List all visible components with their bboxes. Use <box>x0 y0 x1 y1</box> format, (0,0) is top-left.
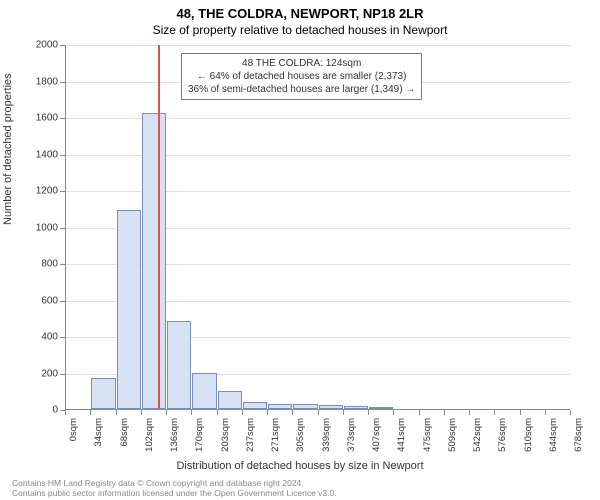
histogram-bar <box>142 113 166 409</box>
x-tick <box>65 410 66 415</box>
x-tick <box>469 410 470 415</box>
y-tick <box>60 118 65 119</box>
x-tick <box>141 410 142 415</box>
x-tick-label: 407sqm <box>371 418 382 452</box>
histogram-bar <box>319 405 343 409</box>
info-box-line: 36% of semi-detached houses are larger (… <box>188 83 415 96</box>
x-tick-label: 34sqm <box>93 418 104 447</box>
histogram-bar <box>218 391 242 409</box>
x-tick <box>419 410 420 415</box>
x-tick-label: 441sqm <box>396 418 407 452</box>
y-tick-label: 600 <box>18 295 58 306</box>
histogram-bar <box>192 373 216 410</box>
x-tick <box>116 410 117 415</box>
y-tick <box>60 374 65 375</box>
x-tick <box>267 410 268 415</box>
x-tick-label: 678sqm <box>573 418 584 452</box>
x-tick <box>368 410 369 415</box>
x-tick <box>191 410 192 415</box>
histogram-chart: 48 THE COLDRA: 124sqm← 64% of detached h… <box>65 45 570 410</box>
x-tick-label: 237sqm <box>245 418 256 452</box>
info-box-line: 48 THE COLDRA: 124sqm <box>188 57 415 70</box>
y-tick <box>60 155 65 156</box>
x-tick <box>444 410 445 415</box>
x-axis-label: Distribution of detached houses by size … <box>0 460 600 472</box>
x-tick <box>545 410 546 415</box>
x-tick-label: 475sqm <box>422 418 433 452</box>
y-tick-label: 400 <box>18 332 58 343</box>
y-tick <box>60 191 65 192</box>
x-tick-label: 203sqm <box>220 418 231 452</box>
footer-copyright-1: Contains HM Land Registry data © Crown c… <box>12 478 304 488</box>
y-tick-label: 1800 <box>18 76 58 87</box>
histogram-bar <box>243 402 267 409</box>
gridline <box>66 45 570 46</box>
x-tick <box>242 410 243 415</box>
x-tick-label: 0sqm <box>68 418 79 441</box>
x-tick <box>292 410 293 415</box>
x-tick <box>217 410 218 415</box>
y-tick-label: 800 <box>18 259 58 270</box>
histogram-bar <box>344 406 368 409</box>
page-subtitle: Size of property relative to detached ho… <box>0 21 600 37</box>
y-tick-label: 1200 <box>18 186 58 197</box>
y-axis-label: Number of detached properties <box>2 73 14 225</box>
y-tick <box>60 264 65 265</box>
y-tick <box>60 82 65 83</box>
x-tick-label: 68sqm <box>119 418 130 447</box>
histogram-bar <box>167 321 191 409</box>
x-tick <box>393 410 394 415</box>
y-tick-label: 200 <box>18 368 58 379</box>
y-tick <box>60 337 65 338</box>
y-tick <box>60 301 65 302</box>
y-tick-label: 0 <box>18 405 58 416</box>
y-tick <box>60 45 65 46</box>
x-tick-label: 542sqm <box>472 418 483 452</box>
histogram-bar <box>268 404 292 409</box>
y-tick-label: 2000 <box>18 40 58 51</box>
y-tick-label: 1600 <box>18 113 58 124</box>
footer-copyright-2: Contains public sector information licen… <box>12 488 337 498</box>
x-tick <box>494 410 495 415</box>
x-tick-label: 339sqm <box>321 418 332 452</box>
y-tick-label: 1000 <box>18 222 58 233</box>
histogram-bar <box>91 378 115 409</box>
x-tick <box>90 410 91 415</box>
y-tick <box>60 228 65 229</box>
page-title: 48, THE COLDRA, NEWPORT, NP18 2LR <box>0 0 600 21</box>
x-tick-label: 644sqm <box>548 418 559 452</box>
x-tick-label: 305sqm <box>295 418 306 452</box>
x-tick <box>318 410 319 415</box>
x-tick <box>570 410 571 415</box>
info-box: 48 THE COLDRA: 124sqm← 64% of detached h… <box>181 53 422 100</box>
x-tick <box>343 410 344 415</box>
x-tick-label: 170sqm <box>194 418 205 452</box>
x-tick <box>520 410 521 415</box>
histogram-bar <box>117 210 141 409</box>
x-tick-label: 509sqm <box>447 418 458 452</box>
x-tick-label: 373sqm <box>346 418 357 452</box>
histogram-bar <box>293 404 317 409</box>
x-tick-label: 610sqm <box>523 418 534 452</box>
info-box-line: ← 64% of detached houses are smaller (2,… <box>188 70 415 83</box>
x-tick-label: 576sqm <box>497 418 508 452</box>
x-tick-label: 271sqm <box>270 418 281 452</box>
x-tick-label: 136sqm <box>169 418 180 452</box>
y-tick-label: 1400 <box>18 149 58 160</box>
histogram-bar <box>369 407 393 409</box>
x-tick <box>166 410 167 415</box>
x-tick-label: 102sqm <box>144 418 155 452</box>
reference-line <box>158 45 160 409</box>
